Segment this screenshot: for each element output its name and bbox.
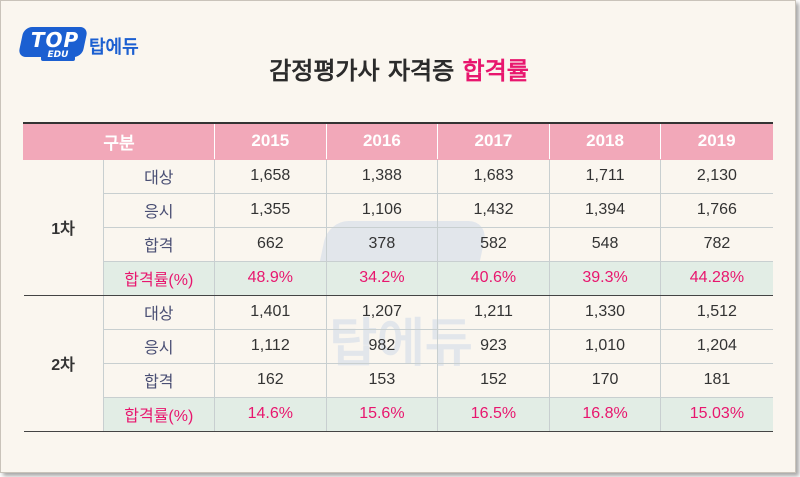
logo-edu-text: EDU	[41, 49, 75, 61]
table-row: 응시 1,112 982 923 1,010 1,204	[24, 328, 773, 364]
count-cell: 1,388	[325, 158, 439, 194]
count-cell: 982	[325, 328, 439, 364]
count-cell: 923	[437, 328, 550, 364]
table-row: 합격률(%) 14.6% 15.6% 16.5% 16.8% 15.03%	[24, 396, 773, 432]
count-cell: 152	[437, 362, 550, 398]
brand-name: 탑에듀	[89, 37, 139, 58]
page-title: 감정평가사 자격증 합격률	[1, 51, 797, 86]
title-main: 감정평가사 자격증	[269, 57, 463, 85]
row-category: 대상	[102, 294, 216, 330]
table-row: 합격 162 153 152 170 181	[24, 362, 773, 398]
count-cell: 181	[660, 362, 773, 398]
table-body: 1차 대상 1,658 1,388 1,683 1,711 2,130 응시 1,355 1,10…	[23, 158, 773, 432]
pass-rate-cell: 40.6%	[437, 260, 550, 296]
header-year: 2017	[437, 122, 550, 160]
brand-logo[interactable]: TOP EDU 탑에듀	[17, 27, 171, 63]
row-category: 합격률(%)	[102, 260, 216, 296]
table-row: 합격 662 378 582 548 782	[24, 226, 773, 262]
pass-rate-cell: 15.03%	[660, 396, 773, 432]
table-row: 응시 1,355 1,106 1,432 1,394 1,766	[24, 192, 773, 228]
count-cell: 662	[214, 226, 327, 262]
title-accent: 합격률	[462, 57, 529, 85]
count-cell: 1,394	[548, 192, 662, 228]
pass-rate-cell: 34.2%	[325, 260, 439, 296]
count-cell: 1,711	[548, 158, 662, 194]
count-cell: 162	[214, 362, 327, 398]
header-year: 2016	[325, 122, 439, 160]
count-cell: 1,211	[437, 294, 550, 330]
count-cell: 1,766	[660, 192, 773, 228]
count-cell: 153	[325, 362, 439, 398]
section-label: 2차	[23, 294, 104, 432]
header-year: 2019	[660, 122, 773, 160]
section-label: 1차	[23, 158, 104, 296]
count-cell: 1,401	[214, 294, 327, 330]
count-cell: 1,330	[548, 294, 662, 330]
count-cell: 1,207	[325, 294, 439, 330]
row-category: 응시	[102, 328, 216, 364]
logo-top-text: TOP	[30, 28, 80, 52]
row-category: 대상	[102, 158, 216, 194]
count-cell: 1,355	[214, 192, 327, 228]
table-row: 1차 대상 1,658 1,388 1,683 1,711 2,130	[23, 158, 773, 296]
count-cell: 1,204	[660, 328, 773, 364]
count-cell: 1,106	[325, 192, 439, 228]
pass-rate-cell: 14.6%	[214, 396, 327, 432]
row-category: 합격	[102, 362, 216, 398]
row-category: 합격률(%)	[102, 396, 216, 432]
table-row: 2차 대상 1,401 1,207 1,211 1,330 1,512	[23, 294, 773, 432]
count-cell: 378	[325, 226, 439, 262]
count-cell: 582	[437, 226, 550, 262]
pass-rate-table: 구분 2015 2016 2017 2018 2019 1차 대상 1,658 1,3…	[22, 122, 773, 432]
count-cell: 548	[548, 226, 662, 262]
row-category: 응시	[102, 192, 216, 228]
count-cell: 1,683	[437, 158, 550, 194]
count-cell: 782	[660, 226, 773, 262]
header-year: 2018	[548, 122, 662, 160]
pass-rate-cell: 15.6%	[325, 396, 439, 432]
pass-rate-cell: 16.8%	[548, 396, 662, 432]
count-cell: 1,512	[660, 294, 773, 330]
pass-rate-cell: 16.5%	[437, 396, 550, 432]
pass-rate-cell: 48.9%	[214, 260, 327, 296]
header-year: 2015	[214, 122, 327, 160]
pass-rate-cell: 44.28%	[660, 260, 773, 296]
header-corner: 구분	[22, 122, 216, 160]
table-row: 합격률(%) 48.9% 34.2% 40.6% 39.3% 44.28%	[24, 260, 773, 296]
count-cell: 170	[548, 362, 662, 398]
count-cell: 2,130	[660, 158, 773, 194]
row-category: 합격	[102, 226, 216, 262]
count-cell: 1,432	[437, 192, 550, 228]
pass-rate-cell: 39.3%	[548, 260, 662, 296]
table-header-row: 구분 2015 2016 2017 2018 2019	[22, 122, 773, 160]
count-cell: 1,658	[214, 158, 327, 194]
count-cell: 1,010	[548, 328, 662, 364]
count-cell: 1,112	[214, 328, 327, 364]
